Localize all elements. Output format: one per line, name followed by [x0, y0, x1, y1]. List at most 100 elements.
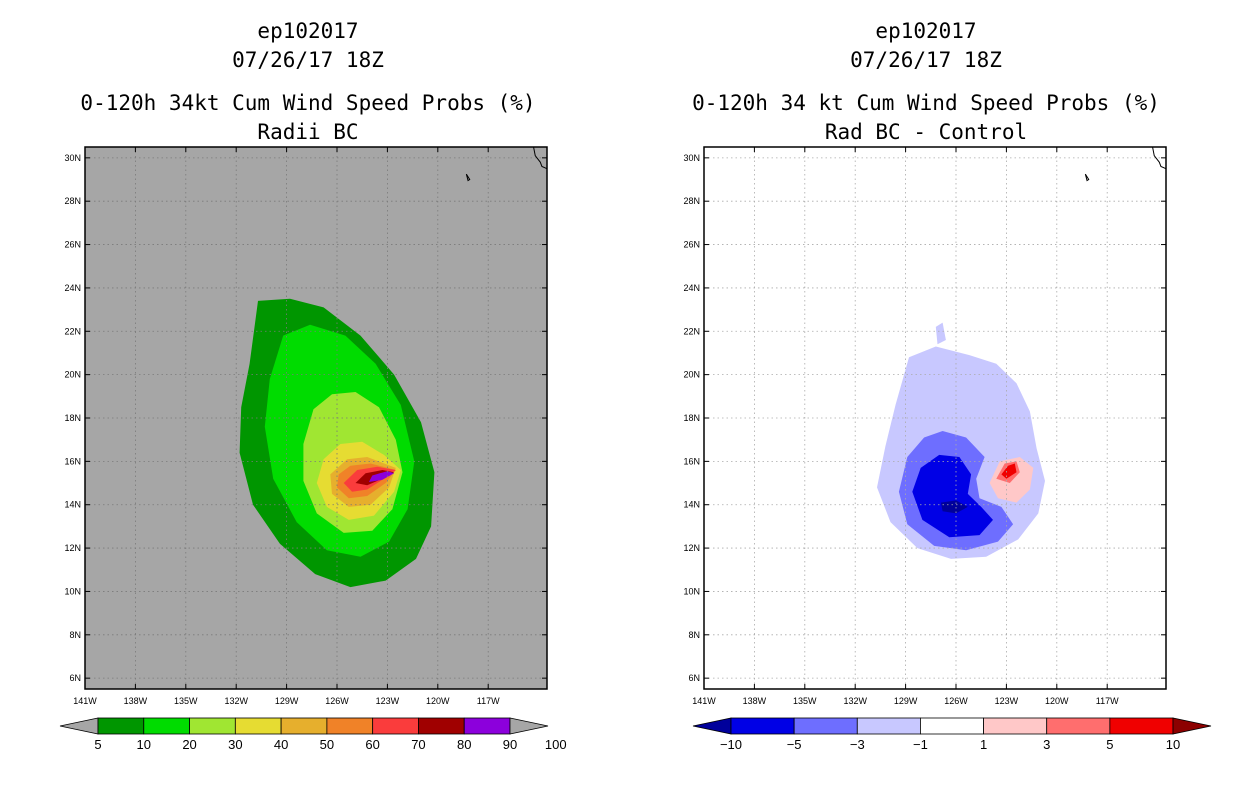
colorbar-label: 80 — [457, 737, 471, 752]
y-tick-label: 16N — [64, 456, 81, 466]
x-tick-label: 135W — [793, 696, 817, 706]
colorbar-label: 50 — [320, 737, 334, 752]
colorbar-segment — [983, 717, 1048, 735]
y-tick-label: 8N — [69, 630, 81, 640]
colorbar-label: 20 — [182, 737, 196, 752]
y-tick-label: 12N — [64, 543, 81, 553]
y-tick-label: 20N — [683, 370, 700, 380]
y-tick-label: 8N — [688, 630, 700, 640]
colorbar-segment — [1109, 717, 1174, 735]
colorbar-segment — [418, 717, 465, 735]
x-tick-label: 132W — [843, 696, 867, 706]
colorbar-segment — [793, 717, 858, 735]
y-tick-label: 6N — [69, 673, 81, 683]
colorbar-segment — [189, 717, 236, 735]
y-tick-label: 20N — [64, 370, 81, 380]
colorbar-segment — [326, 717, 374, 735]
colorbar-label: 30 — [228, 737, 242, 752]
x-tick-label: 141W — [692, 696, 716, 706]
left-chart-title: 0-120h 34kt Cum Wind Speed Probs (%) — [80, 91, 536, 115]
contour-80-8 — [368, 471, 395, 482]
y-tick-label: 28N — [683, 196, 700, 206]
contour-5-7 — [1001, 463, 1017, 479]
colorbar-over — [1172, 717, 1212, 735]
colorbar-label: −5 — [787, 737, 802, 752]
contour--10-4 — [940, 500, 968, 514]
contour--5-3 — [912, 454, 993, 538]
y-tick-label: 24N — [64, 283, 81, 293]
x-tick-label: 126W — [325, 696, 349, 706]
y-tick-label: 24N — [683, 283, 700, 293]
x-tick-label: 132W — [224, 696, 248, 706]
colorbar-label: 40 — [274, 737, 288, 752]
colorbar-label: 10 — [1166, 737, 1180, 752]
x-tick-label: 117W — [1096, 696, 1119, 706]
right-chart-title: 0-120h 34 kt Cum Wind Speed Probs (%) — [692, 91, 1160, 115]
x-tick-label: 135W — [174, 696, 198, 706]
y-tick-label: 18N — [683, 413, 700, 423]
left-storm-id: ep102017 — [257, 19, 359, 43]
y-tick-label: 10N — [64, 586, 81, 596]
left-chart-subtitle: Radii BC — [257, 120, 359, 144]
colorbar-under — [692, 717, 732, 735]
colorbar-over — [509, 717, 549, 735]
y-tick-label: 12N — [683, 543, 700, 553]
y-tick-label: 16N — [683, 456, 700, 466]
colorbar-label: 100 — [545, 737, 567, 752]
colorbar-segment — [143, 717, 190, 735]
colorbar-segment — [856, 717, 921, 735]
colorbar-label: −10 — [720, 737, 742, 752]
right-difference-map: 141W 138W 135W 132W 129W 126W 123W 120W 117W 6N 8N… — [683, 146, 1212, 752]
right-chart-subtitle: Rad BC - Control — [824, 120, 1028, 144]
y-tick-label: 30N — [683, 153, 700, 163]
coastline — [533, 146, 548, 170]
y-tick-label: 6N — [688, 673, 700, 683]
right-storm-id: ep102017 — [875, 19, 977, 43]
x-tick-label: 117W — [477, 696, 500, 706]
x-tick-label: 138W — [124, 696, 148, 706]
colorbar-segment — [920, 717, 984, 735]
colorbar-label: 60 — [365, 737, 379, 752]
right-datetime: 07/26/17 18Z — [850, 48, 1002, 72]
colorbar-label: −1 — [913, 737, 928, 752]
colorbar-label: 70 — [411, 737, 425, 752]
y-tick-label: 28N — [64, 196, 81, 206]
coastline — [1152, 146, 1167, 170]
y-tick-label: 22N — [64, 326, 81, 336]
colorbar-segment — [1046, 717, 1111, 735]
colorbar-label: 3 — [1043, 737, 1050, 752]
y-tick-label: 26N — [64, 240, 81, 250]
island — [465, 173, 471, 182]
colorbar-segment — [280, 717, 328, 735]
colorbar-label: 10 — [137, 737, 151, 752]
left-probability-map: 141W 138W 135W 132W 129W 126W 123W 120W 117W 6N 8N… — [59, 146, 567, 752]
colorbar-segment — [97, 717, 145, 735]
x-tick-label: 141W — [73, 696, 97, 706]
colorbar-segment — [234, 717, 282, 735]
y-tick-label: 14N — [64, 500, 81, 510]
y-tick-label: 26N — [683, 240, 700, 250]
x-tick-label: 120W — [426, 696, 450, 706]
colorbar-segment — [730, 717, 795, 735]
x-tick-label: 138W — [743, 696, 767, 706]
y-tick-label: 14N — [683, 500, 700, 510]
y-tick-label: 30N — [64, 153, 81, 163]
colorbar-label: 90 — [503, 737, 517, 752]
y-tick-label: 22N — [683, 326, 700, 336]
colorbar-under — [59, 717, 99, 735]
colorbar-segment — [463, 717, 511, 735]
x-tick-label: 129W — [894, 696, 918, 706]
x-tick-label: 120W — [1045, 696, 1069, 706]
colorbar-label: 5 — [1106, 737, 1113, 752]
y-tick-label: 18N — [64, 413, 81, 423]
contour-1-1 — [935, 322, 946, 345]
colorbar-label: 5 — [94, 737, 101, 752]
colorbar-label: −3 — [850, 737, 865, 752]
x-tick-label: 123W — [995, 696, 1019, 706]
colorbar-label: 1 — [980, 737, 987, 752]
x-tick-label: 129W — [275, 696, 299, 706]
x-tick-label: 126W — [944, 696, 968, 706]
left-datetime: 07/26/17 18Z — [232, 48, 384, 72]
island — [1084, 173, 1090, 182]
x-tick-label: 123W — [376, 696, 400, 706]
